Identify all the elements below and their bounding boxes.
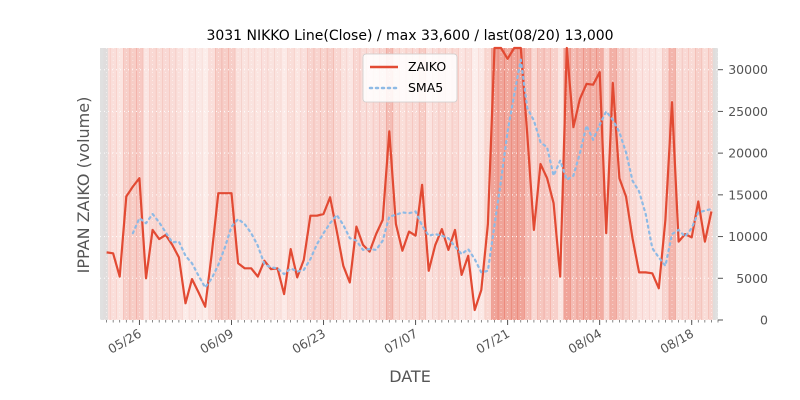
y-tick-label: 5000 (736, 271, 768, 286)
x-axis-label: DATE (389, 367, 431, 386)
y-axis-label: IPPAN ZAIKO (volume) (74, 97, 93, 274)
chart-title: 3031 NIKKO Line(Close) / max 33,600 / la… (206, 28, 613, 44)
x-tick-label: 08/04 (565, 326, 604, 357)
x-tick-label: 06/23 (289, 326, 328, 357)
x-tick-label: 08/18 (657, 326, 696, 357)
y-tick-label: 25000 (728, 104, 768, 119)
y-tick-label: 10000 (728, 229, 768, 244)
x-axis: 05/26 06/09 06/23 07/07 07/21 08/04 08/18 (105, 320, 719, 357)
x-tick-label: 07/07 (381, 326, 420, 357)
y-tick-label: 30000 (728, 62, 768, 77)
legend: ZAIKO SMA5 (362, 53, 458, 103)
background-band (100, 48, 108, 320)
legend-label-sma5: SMA5 (408, 80, 443, 95)
y-tick-label: 20000 (728, 146, 768, 161)
x-tick-label: 06/09 (197, 326, 236, 357)
background-band (712, 48, 718, 320)
legend-label-zaiko: ZAIKO (408, 59, 446, 74)
x-tick-label: 07/21 (473, 326, 512, 357)
series-line-zaiko (106, 46, 713, 312)
series-line-sma5 (131, 58, 713, 289)
series-layer (106, 46, 713, 312)
y-tick-label: 15000 (728, 187, 768, 202)
y-tick-label: 0 (760, 313, 768, 328)
y-axis: 0 5000 10000 15000 20000 25000 30000 (718, 62, 768, 328)
x-tick-label: 05/26 (105, 326, 144, 357)
